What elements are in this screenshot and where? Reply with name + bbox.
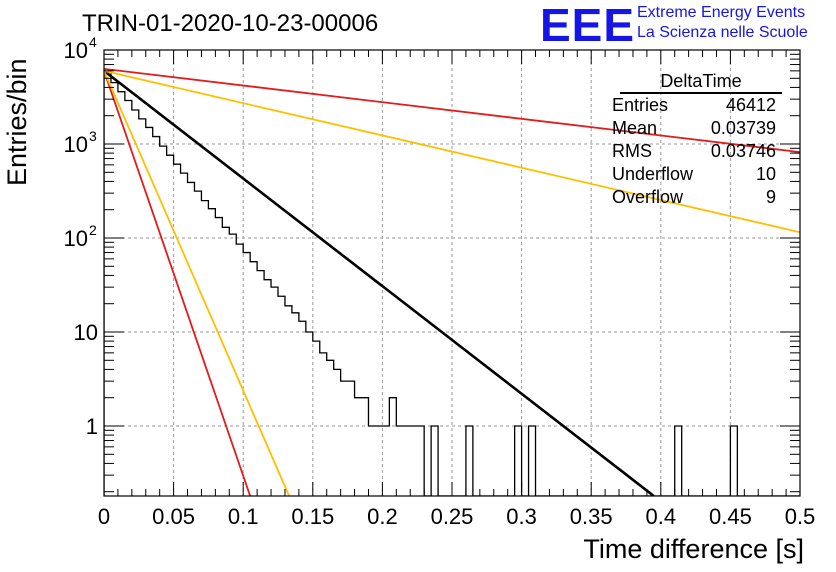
x-tick-label: 0.5 [785,504,816,529]
x-tick-label: 0.2 [367,504,398,529]
stats-label: Overflow [612,187,684,207]
fit-line [104,69,800,234]
fit-line [104,70,252,496]
x-tick-label: 0 [98,504,110,529]
stats-row-rms: RMS 0.03746 [612,140,776,163]
fit-line [104,69,655,496]
y-tick-exponent: 3 [89,128,97,144]
stats-value: 0.03739 [710,118,776,138]
eee-logo: EEE [540,0,636,51]
x-tick-label: 0.1 [228,504,259,529]
histogram-steps [104,71,800,496]
stats-value: 46412 [725,95,776,115]
x-tick-label: 0.45 [709,504,752,529]
y-tick-exponent: 4 [89,34,97,50]
y-tick-label: 10 [64,38,88,63]
stats-label: Mean [612,118,658,138]
stats-title: DeltaTime [620,70,782,94]
y-tick-label: 1 [86,414,98,439]
stats-value: 0.03746 [710,141,776,161]
y-tick-label: 10 [64,132,88,157]
y-tick-label: 10 [64,226,88,251]
stats-label: RMS [612,141,652,161]
stats-row-overflow: Overflow 9 [612,186,776,209]
stats-row-mean: Mean 0.03739 [612,117,776,140]
y-tick-exponent: 2 [89,222,97,238]
x-tick-label: 0.05 [152,504,195,529]
x-tick-label: 0.25 [431,504,474,529]
stats-row-underflow: Underflow 10 [612,163,776,186]
stats-value: 9 [765,187,776,207]
stats-label: Underflow [612,164,694,184]
fit-line [104,67,800,153]
logo-line-1: Extreme Energy Events [637,4,806,21]
fit-line [104,70,290,496]
y-tick-label: 10 [74,320,98,345]
logo-caption: Extreme Energy Events La Scienza nelle S… [637,3,808,43]
x-axis-label: Time difference [s] [583,534,804,564]
x-tick-label: 0.35 [570,504,613,529]
logo-line-2: La Scienza nelle Scuole [637,24,808,41]
stats-label: Entries [612,95,669,115]
x-tick-label: 0.3 [506,504,537,529]
x-tick-label: 0.4 [646,504,677,529]
x-tick-label: 0.15 [291,504,334,529]
y-axis-label: Entries/bin [2,58,32,186]
stats-value: 10 [755,164,776,184]
stats-box: DeltaTime Entries 46412 Mean 0.03739 RMS… [612,70,782,209]
stats-row-entries: Entries 46412 [612,94,776,117]
chart-title: TRIN-01-2020-10-23-00006 [82,10,379,37]
